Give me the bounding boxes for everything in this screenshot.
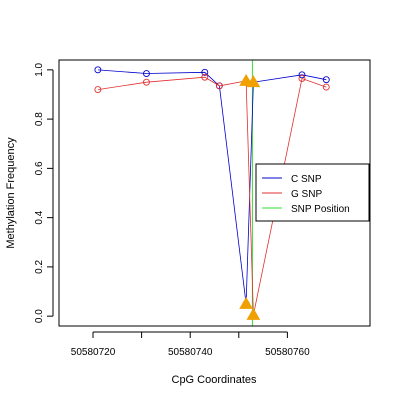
snp-highlight-marker-2 [239, 296, 253, 309]
plot-layer [94, 60, 330, 326]
y-axis: 0.0 0.2 0.4 0.6 0.8 1.0 [34, 62, 54, 323]
data-point-g-snp-7 [322, 83, 330, 91]
y-tick-label: 0.0 [34, 309, 45, 323]
data-point-g-snp-0 [94, 86, 102, 94]
x-axis-label: CpG Coordinates [172, 374, 257, 386]
data-point-g-snp-1 [143, 78, 150, 86]
data-point-c-snp-7 [322, 76, 330, 84]
legend-label-c-snp: C SNP [291, 174, 322, 185]
snp-highlight-marker-3 [246, 307, 261, 320]
snp-highlight-marker-1 [246, 75, 261, 88]
data-point-c-snp-2 [201, 68, 209, 76]
plot-frame [58, 59, 371, 327]
x-tick-label: 50580740 [168, 347, 213, 358]
x-tick-label: 50580760 [265, 347, 310, 358]
legend: C SNP G SNP SNP Position [255, 163, 370, 222]
data-point-c-snp-1 [143, 70, 150, 77]
legend-label-g-snp: G SNP [291, 189, 322, 200]
y-tick-label: 0.6 [34, 161, 45, 175]
y-tick-label: 0.8 [34, 112, 45, 126]
y-tick-label: 0.4 [34, 210, 45, 224]
y-axis-label: Methylation Frequency [5, 137, 17, 249]
data-point-g-snp-3 [215, 82, 223, 90]
x-tick-label: 50580720 [71, 347, 116, 358]
data-point-g-snp-2 [201, 73, 209, 81]
data-point-g-snp-6 [298, 75, 306, 82]
data-point-c-snp-6 [298, 71, 306, 79]
y-tick-label: 0.2 [34, 260, 45, 274]
y-tick-label: 1.0 [34, 62, 45, 76]
series-line-c-snp [97, 69, 327, 304]
series-line-g-snp [97, 76, 327, 315]
data-point-c-snp-0 [94, 66, 102, 74]
legend-label-snp-position: SNP Position [291, 204, 350, 215]
x-axis: 50580720 50580740 50580760 [71, 331, 310, 358]
